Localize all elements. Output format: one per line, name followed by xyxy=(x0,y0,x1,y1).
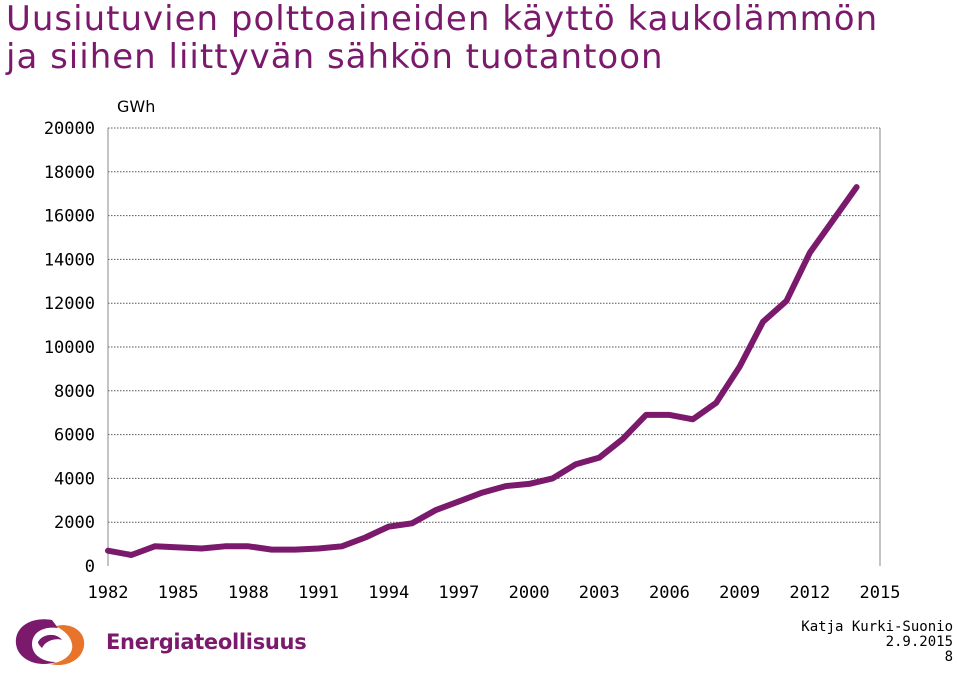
y-tick-label: 10000 xyxy=(44,338,95,358)
x-tick-label: 1994 xyxy=(368,583,409,603)
y-tick-label: 12000 xyxy=(44,294,95,314)
x-tick-label: 2012 xyxy=(789,583,830,603)
x-tick-label: 1988 xyxy=(228,583,269,603)
y-tick-label: 6000 xyxy=(54,426,95,446)
slide-title: Uusiutuvien polttoaineiden käyttö kaukol… xyxy=(6,0,878,76)
slide-footer: Katja Kurki-Suonio 2.9.2015 8 xyxy=(801,620,953,665)
page-number: 8 xyxy=(944,649,953,665)
y-tick-label: 0 xyxy=(85,557,95,577)
y-tick-label: 18000 xyxy=(44,163,95,183)
x-tick-label: 2003 xyxy=(579,583,620,603)
company-logo: Energiateollisuus xyxy=(12,614,307,670)
author-name: Katja Kurki-Suonio xyxy=(801,619,953,635)
x-tick-label: 2015 xyxy=(860,583,901,603)
energiateollisuus-logo-icon xyxy=(15,619,85,666)
x-tick-label: 1991 xyxy=(298,583,339,603)
x-tick-label: 2000 xyxy=(509,583,550,603)
presentation-date: 2.9.2015 xyxy=(885,634,953,650)
slide-title-line-2: ja siihen liittyvän sähkön tuotantoon xyxy=(6,37,664,77)
logo-wordmark: Energiateollisuus xyxy=(106,630,307,654)
x-axis-ticks: 1982 1985 1988 1991 1994 1997 2000 2003 2006 2009… xyxy=(88,583,901,603)
x-tick-label: 1997 xyxy=(438,583,479,603)
chart-gridlines xyxy=(108,127,880,523)
y-tick-label: 2000 xyxy=(54,513,95,533)
x-tick-label: 1985 xyxy=(158,583,199,603)
y-axis-ticks: 0 2000 4000 6000 8000 10000 12000 14000 16000 180… xyxy=(44,119,95,577)
y-tick-label: 14000 xyxy=(44,250,95,270)
line-chart: 0 2000 4000 6000 8000 10000 12000 14000 16000 180… xyxy=(44,97,901,603)
y-axis-unit-label: GWh xyxy=(117,97,155,116)
x-tick-label: 2006 xyxy=(649,583,690,603)
y-tick-label: 4000 xyxy=(54,469,95,489)
slide-title-line-1: Uusiutuvien polttoaineiden käyttö kaukol… xyxy=(6,0,879,39)
y-tick-label: 8000 xyxy=(54,382,95,402)
y-tick-label: 16000 xyxy=(44,207,95,227)
x-tick-label: 1982 xyxy=(88,583,129,603)
y-tick-label: 20000 xyxy=(44,119,95,139)
x-tick-label: 2009 xyxy=(719,583,760,603)
series-line xyxy=(105,184,860,558)
